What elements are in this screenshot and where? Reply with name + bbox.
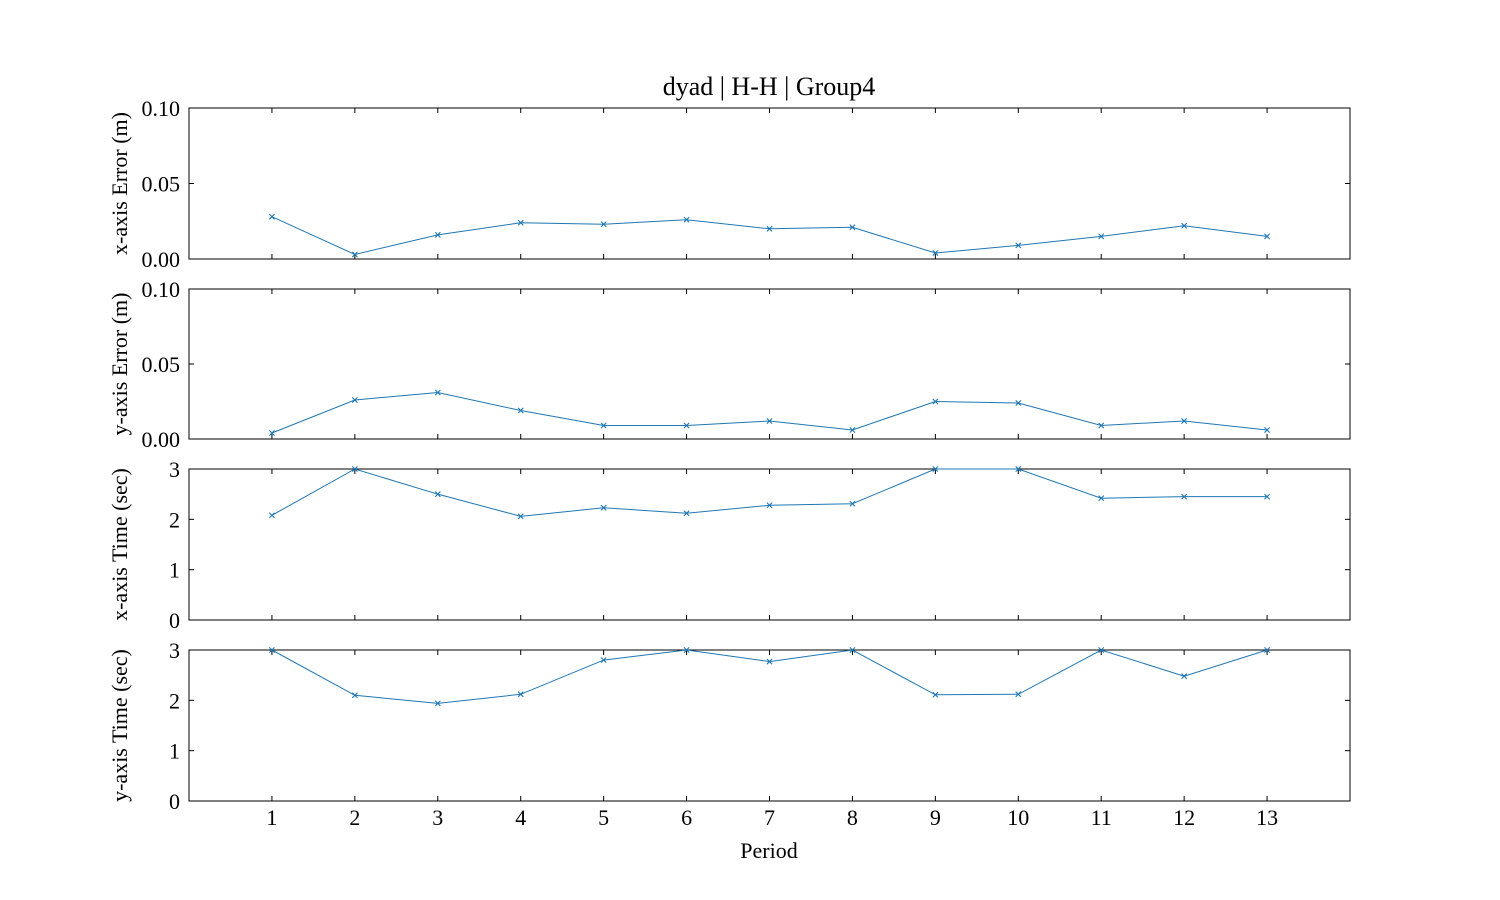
data-point: [1015, 691, 1022, 698]
data-point: [1098, 422, 1105, 429]
y-tick-label: 0: [169, 789, 180, 814]
data-point: [766, 225, 773, 232]
y-tick-label: 0.00: [142, 247, 181, 272]
subplots: 0.00 0.05 0.10 x-axis Error (m) 0.00 0.05 0.10…: [107, 96, 1351, 830]
plot-frame: [188, 468, 1351, 621]
x-tick-label: 7: [764, 805, 775, 830]
y-tick-label: 2: [169, 688, 180, 713]
data-point: [932, 398, 939, 405]
y-tick-label: 1: [169, 558, 180, 583]
x-tick-label: 10: [1007, 805, 1029, 830]
x-tick-label: 5: [598, 805, 609, 830]
data-point: [1098, 647, 1105, 653]
data-point: [600, 221, 607, 228]
x-tick-label: 3: [432, 805, 443, 830]
data-point: [849, 224, 856, 231]
data-point: [351, 397, 358, 403]
y-tick-label: 0.05: [142, 352, 181, 377]
data-point: [517, 691, 524, 698]
y-tick-label: 0.05: [142, 172, 181, 197]
data-point: [1098, 495, 1105, 502]
plot-frame: [188, 288, 1351, 440]
x-tick-label: 4: [515, 805, 526, 830]
data-point: [434, 389, 441, 396]
data-point: [932, 691, 939, 698]
data-point: [434, 700, 441, 707]
data-point: [1015, 242, 1022, 249]
plot-frame: [188, 107, 1351, 260]
data-point: [351, 251, 358, 258]
y-tick-label: 2: [169, 507, 180, 532]
x-tick-label: 2: [349, 805, 360, 830]
x-axis-label: Period: [740, 838, 797, 863]
y-tick-label: 0.10: [142, 277, 181, 302]
data-point: [1264, 493, 1271, 500]
data-point: [1264, 647, 1271, 653]
data-point: [268, 213, 275, 220]
data-point: [683, 422, 690, 429]
data-point: [1181, 418, 1188, 424]
data-point: [1264, 233, 1271, 240]
data-point: [434, 491, 441, 498]
data-point: [268, 430, 275, 436]
y-tick-label: 3: [169, 457, 180, 482]
data-point: [849, 500, 856, 507]
data-point: [1181, 222, 1188, 229]
data-point: [434, 231, 441, 238]
data-point: [849, 647, 856, 653]
subplot-2: 0.00 0.05 0.10 y-axis Error (m): [107, 277, 1351, 452]
data-point: [766, 418, 773, 424]
series-line: [271, 468, 1268, 517]
data-point: [932, 466, 939, 472]
data-point: [351, 692, 358, 699]
data-point: [683, 216, 690, 223]
x-tick-label: 12: [1173, 805, 1195, 830]
y-axis-label: x-axis Error (m): [107, 112, 132, 255]
data-point: [1015, 400, 1022, 406]
plot-frame: [188, 649, 1351, 802]
subplot-1: 0.00 0.05 0.10 x-axis Error (m): [107, 96, 1351, 272]
y-tick-label: 0: [169, 608, 180, 633]
x-tick-label: 6: [681, 805, 692, 830]
data-point: [766, 658, 773, 665]
data-point: [683, 647, 690, 653]
y-axis-label: y-axis Time (sec): [107, 649, 132, 802]
y-axis-label: y-axis Error (m): [107, 293, 132, 436]
x-tick-label: 1: [266, 805, 277, 830]
data-point: [1015, 466, 1022, 472]
subplot-3: 0 1 2 3 x-axis Time (sec): [107, 457, 1351, 633]
data-point: [1098, 233, 1105, 240]
series-line: [271, 216, 1268, 255]
data-point: [1181, 673, 1188, 680]
x-tick-label: 8: [847, 805, 858, 830]
y-tick-label: 0.10: [142, 96, 181, 121]
data-point: [766, 502, 773, 509]
data-point: [351, 466, 358, 472]
data-point: [600, 504, 607, 511]
data-point: [517, 219, 524, 226]
y-tick-label: 3: [169, 638, 180, 663]
data-point: [600, 422, 607, 429]
data-point: [932, 249, 939, 256]
series-line: [271, 391, 1268, 434]
data-point: [268, 512, 275, 519]
y-axis-label: x-axis Time (sec): [107, 468, 132, 621]
data-point: [268, 647, 275, 653]
x-tick-label: 11: [1091, 805, 1112, 830]
series-line: [271, 649, 1268, 704]
data-point: [517, 407, 524, 414]
y-tick-label: 1: [169, 739, 180, 764]
data-point: [517, 513, 524, 520]
chart-title: dyad | H-H | Group4: [663, 72, 876, 101]
x-tick-label: 9: [930, 805, 941, 830]
y-tick-label: 0.00: [142, 427, 181, 452]
data-point: [600, 657, 607, 664]
x-tick-label: 13: [1256, 805, 1278, 830]
data-point: [683, 510, 690, 517]
data-point: [849, 427, 856, 433]
data-point: [1181, 493, 1188, 500]
data-point: [1264, 427, 1271, 433]
